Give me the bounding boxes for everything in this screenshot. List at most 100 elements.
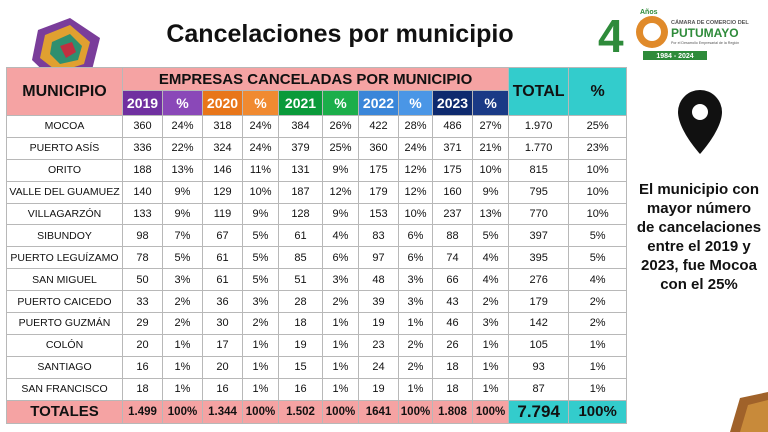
logo-line1: CÁMARA DE COMERCIO DEL bbox=[671, 19, 749, 26]
cell: 815 bbox=[508, 158, 570, 182]
cell: 129 bbox=[202, 180, 243, 204]
cell: 10% bbox=[568, 202, 628, 226]
data-row: ORITO 188 13% 146 11% 131 9% 175 12% 175 10% 815 10% bbox=[6, 158, 628, 182]
cell: 85 bbox=[278, 246, 323, 270]
cell: 6% bbox=[398, 224, 433, 248]
cell: 9% bbox=[322, 158, 359, 182]
cell: 28 bbox=[278, 290, 323, 314]
cell: 379 bbox=[278, 136, 323, 160]
cell: 2% bbox=[471, 290, 510, 314]
cell: 105 bbox=[508, 333, 570, 357]
cell: 5% bbox=[568, 224, 628, 248]
data-row: PUERTO GUZMÁN 29 2% 30 2% 18 1% 19 1% 46 3% 142 2% bbox=[6, 312, 628, 335]
cell: 61 bbox=[202, 268, 243, 292]
total-cell: 1641 bbox=[358, 399, 399, 424]
cell: 19 bbox=[278, 333, 323, 357]
cell: 61 bbox=[278, 224, 323, 248]
cell: 119 bbox=[202, 202, 243, 226]
cell: 237 bbox=[432, 202, 473, 226]
cell: 422 bbox=[358, 115, 399, 138]
cell: 12% bbox=[398, 180, 433, 204]
cell: 2% bbox=[162, 290, 203, 314]
data-row: SANTIAGO 16 1% 20 1% 15 1% 24 2% 18 1% 93 1% bbox=[6, 355, 628, 379]
municipio-name: ORITO bbox=[6, 158, 123, 182]
totals-row: TOTALES 1.499 100% 1.344 100% 1.502 100% 1641 10… bbox=[6, 399, 628, 424]
cell: 9% bbox=[242, 202, 279, 226]
table: MUNICIPIO EMPRESAS CANCELADAS POR MUNICIP… bbox=[6, 67, 628, 424]
cell: 67 bbox=[202, 224, 243, 248]
cell: 18 bbox=[432, 377, 473, 401]
cell: 1% bbox=[568, 333, 628, 357]
cell: 1% bbox=[322, 355, 359, 379]
cell: 179 bbox=[508, 290, 570, 314]
cell: 51 bbox=[278, 268, 323, 292]
cell: 21% bbox=[471, 136, 510, 160]
data-row: SAN FRANCISCO 18 1% 16 1% 16 1% 19 1% 18 1% 87 1% bbox=[6, 377, 628, 401]
cell: 39 bbox=[358, 290, 399, 314]
cell: 93 bbox=[508, 355, 570, 379]
year-row: 2019% 2020% 2021% 2022% 2023% bbox=[7, 90, 627, 116]
cell: 15 bbox=[278, 355, 323, 379]
header-row: MUNICIPIO EMPRESAS CANCELADAS POR MUNICIP… bbox=[6, 67, 628, 116]
cell: 397 bbox=[508, 224, 570, 248]
municipio-name: PUERTO GUZMÁN bbox=[6, 312, 123, 335]
cell: 486 bbox=[432, 115, 473, 138]
cell: 5% bbox=[162, 246, 203, 270]
cell: 2% bbox=[568, 290, 628, 314]
cell: 179 bbox=[358, 180, 399, 204]
cell: 2% bbox=[568, 312, 628, 335]
cell: 371 bbox=[432, 136, 473, 160]
municipio-name: SIBUNDOY bbox=[6, 224, 123, 248]
cell: 74 bbox=[432, 246, 473, 270]
year-cell: % bbox=[242, 90, 279, 116]
year-cell: % bbox=[322, 90, 359, 116]
cell: 175 bbox=[358, 158, 399, 182]
cell: 4% bbox=[471, 268, 510, 292]
cell: 2% bbox=[242, 312, 279, 335]
cell: 24 bbox=[358, 355, 399, 379]
data-row: PUERTO CAICEDO 33 2% 36 3% 28 2% 39 3% 43 2% 179 2% bbox=[6, 290, 628, 314]
municipio-name: VALLE DEL GUAMUEZ bbox=[6, 180, 123, 204]
total-cell: 100% bbox=[568, 399, 628, 424]
year-cell: 2019 bbox=[122, 90, 163, 116]
note: El municipio con mayor número de cancelaci… bbox=[630, 180, 768, 294]
cell: 1% bbox=[398, 377, 433, 401]
cell: 26 bbox=[432, 333, 473, 357]
total-cell: 100% bbox=[242, 399, 279, 424]
municipio-name: VILLAGARZÓN bbox=[6, 202, 123, 226]
total-cell: 1.502 bbox=[278, 399, 323, 424]
cell: 12% bbox=[322, 180, 359, 204]
cell: 3% bbox=[398, 268, 433, 292]
cell: 18 bbox=[278, 312, 323, 335]
cell: 24% bbox=[242, 136, 279, 160]
cell: 22% bbox=[162, 136, 203, 160]
cell: 276 bbox=[508, 268, 570, 292]
cell: 131 bbox=[278, 158, 323, 182]
cell: 23 bbox=[358, 333, 399, 357]
cell: 133 bbox=[122, 202, 163, 226]
cell: 18 bbox=[122, 377, 163, 401]
cell: 6% bbox=[322, 246, 359, 270]
note-line: de cancelaciones bbox=[636, 219, 762, 236]
cell: 5% bbox=[242, 268, 279, 292]
logo-digit: 4 bbox=[598, 10, 624, 62]
cell: 23% bbox=[568, 136, 628, 160]
cell: 28% bbox=[398, 115, 433, 138]
cell: 20 bbox=[122, 333, 163, 357]
cell: 395 bbox=[508, 246, 570, 270]
municipio-name: PUERTO CAICEDO bbox=[6, 290, 123, 314]
total-cell: 7.794 bbox=[508, 399, 570, 424]
logo: 4 Años CÁMARA DE COMERCIO DEL PUTUMAYO P… bbox=[598, 9, 749, 62]
cell: 384 bbox=[278, 115, 323, 138]
municipio-name: SAN MIGUEL bbox=[6, 268, 123, 292]
cell: 1% bbox=[162, 333, 203, 357]
data-row: MOCOA 360 24% 318 24% 384 26% 422 28% 486 27% 1.970… bbox=[6, 115, 628, 138]
total-cell: 1.808 bbox=[432, 399, 473, 424]
total-cell: 100% bbox=[162, 399, 203, 424]
year-cell: % bbox=[471, 90, 510, 116]
cell: 360 bbox=[122, 115, 163, 138]
cell: 18 bbox=[432, 355, 473, 379]
cell: 97 bbox=[358, 246, 399, 270]
cell: 30 bbox=[202, 312, 243, 335]
cell: 9% bbox=[322, 202, 359, 226]
